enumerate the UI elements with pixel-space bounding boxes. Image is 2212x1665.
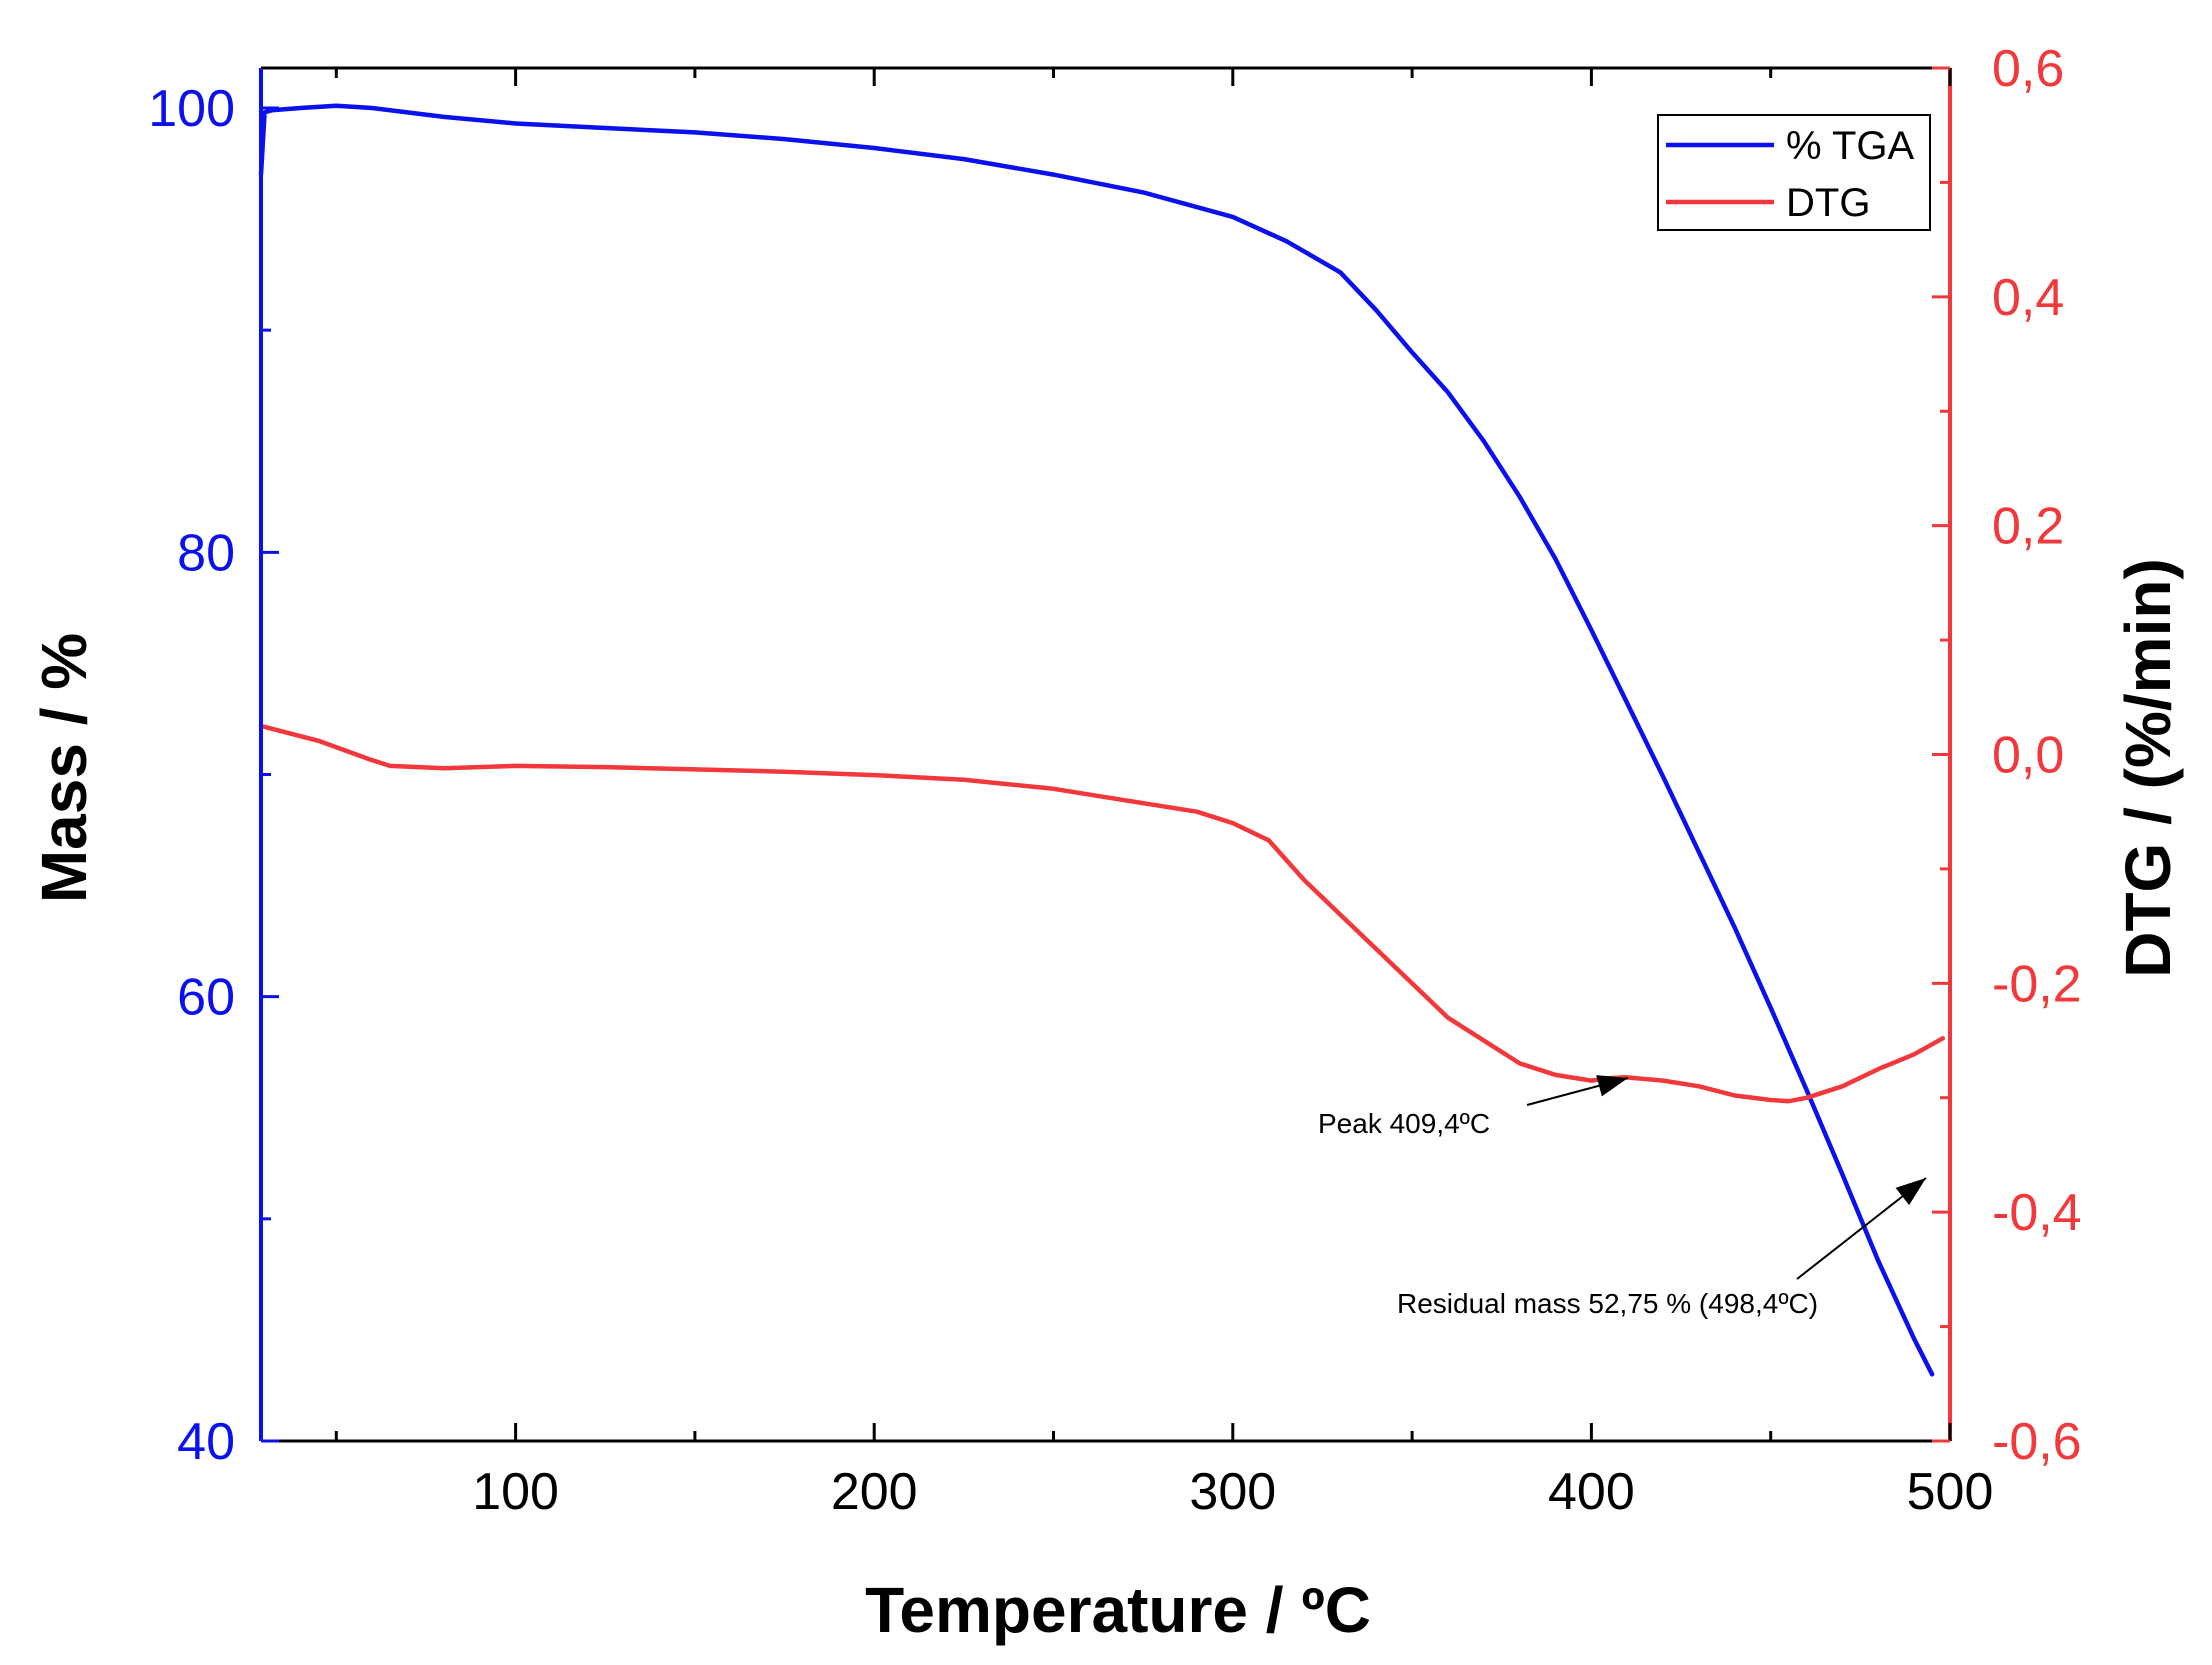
legend-tga-label: % TGA bbox=[1786, 124, 1915, 168]
y2-tick-label: -0,2 bbox=[1992, 955, 2082, 1013]
y2-tick-label: 0,0 bbox=[1992, 727, 2064, 785]
y2-tick-label: -0,6 bbox=[1992, 1413, 2082, 1471]
annotations: Peak 409,4ºC Residual mass 52,75 % (498,4… bbox=[1318, 1075, 1927, 1319]
y-tick-label: 100 bbox=[148, 80, 235, 138]
y2-tick-label: -0,4 bbox=[1992, 1184, 2082, 1242]
y2-tick-label: 0,4 bbox=[1992, 269, 2064, 327]
y-axis-title: Mass / % bbox=[28, 633, 100, 903]
x-tick-label: 500 bbox=[1907, 1463, 1994, 1521]
tga-line bbox=[258, 103, 1935, 1377]
dtg-line bbox=[258, 723, 1946, 1104]
residual-mass-annotation-arrow-head bbox=[1895, 1178, 1926, 1206]
x-axis-title: Temperature / ºC bbox=[865, 1574, 1371, 1646]
axes-layer: 100 200 300 400 500 40 60 80 100 0,6 0,4 0,2 0,0 -0,2… bbox=[148, 40, 2081, 1521]
legend-dtg-label: DTG bbox=[1786, 181, 1870, 225]
y-tick-label: 40 bbox=[177, 1413, 235, 1471]
y2-axis-title: DTG / (%/min) bbox=[2112, 558, 2184, 978]
x-tick-label: 300 bbox=[1189, 1463, 1276, 1521]
residual-mass-annotation-label: Residual mass 52,75 % (498,4ºC) bbox=[1397, 1288, 1818, 1319]
series-layer bbox=[258, 103, 1946, 1377]
y2-tick-label: 0,6 bbox=[1992, 40, 2064, 98]
y2-tick-label: 0,2 bbox=[1992, 498, 2064, 556]
x-tick-label: 200 bbox=[831, 1463, 918, 1521]
peak-annotation-arrow-head bbox=[1596, 1075, 1628, 1097]
y-tick-label: 80 bbox=[177, 524, 235, 582]
legend: % TGA DTG bbox=[1657, 114, 1931, 231]
peak-annotation-label: Peak 409,4ºC bbox=[1318, 1108, 1490, 1139]
legend-box bbox=[1657, 114, 1931, 231]
x-tick-label: 100 bbox=[472, 1463, 559, 1521]
y-tick-label: 60 bbox=[177, 969, 235, 1027]
x-tick-label: 400 bbox=[1548, 1463, 1635, 1521]
